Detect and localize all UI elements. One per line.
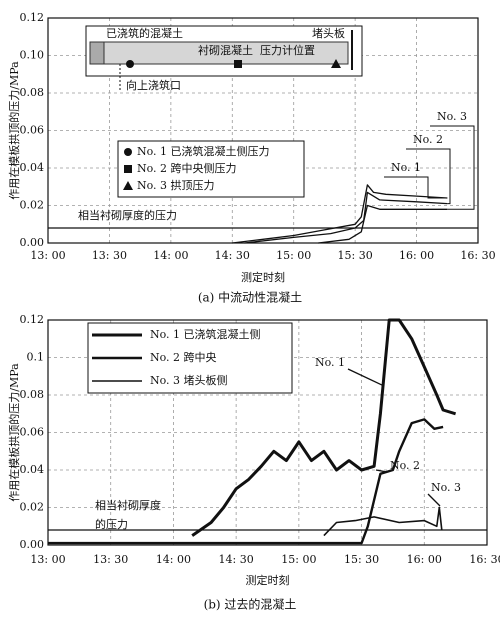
annotation: No. 1 (391, 161, 421, 174)
y-tick-label: 0.04 (20, 463, 45, 476)
x-tick-label: 16: 00 (407, 553, 442, 566)
legend-marker (331, 59, 341, 68)
x-tick-label: 13: 30 (93, 553, 128, 566)
inset-label: 衬砌混凝土 (198, 43, 253, 57)
x-tick-label: 16: 00 (399, 249, 434, 262)
x-tick-label: 13: 00 (30, 553, 65, 566)
inset-label: 压力计位置 (260, 43, 315, 57)
y-axis-title: 作用在模板拱顶的压力/MPa (7, 363, 21, 502)
leader (430, 125, 475, 210)
legend-label: No. 1 已浇筑混凝土侧压力 (137, 144, 270, 158)
x-axis-title: 测定时刻 (241, 270, 285, 284)
annotation: No. 3 (431, 481, 461, 494)
y-axis-title: 作用在模板拱顶的压力/MPa (7, 61, 21, 200)
x-tick-label: 13: 30 (92, 249, 127, 262)
data-line (323, 506, 443, 537)
x-tick-label: 16: 30 (469, 553, 500, 566)
legend-marker (124, 165, 132, 173)
reference-label: 相当衬砌厚度 (95, 498, 161, 512)
inset-hatch (89, 41, 105, 65)
y-tick-label: 0.12 (20, 11, 45, 24)
legend-label: No. 2 跨中央 (150, 351, 217, 364)
legend-marker (126, 60, 134, 68)
y-tick-label: 0.00 (20, 236, 45, 249)
y-tick-label: 0.06 (20, 426, 45, 439)
legend-label: No. 3 拱顶压力 (137, 178, 215, 192)
reference-label: 相当衬砌厚度的压力 (78, 208, 177, 222)
reference-label: 的压力 (95, 517, 128, 531)
x-tick-label: 15: 00 (281, 553, 316, 566)
x-tick-label: 14: 00 (156, 553, 191, 566)
y-tick-label: 0.02 (20, 199, 45, 212)
data-line (232, 184, 448, 244)
x-tick-label: 15: 00 (276, 249, 311, 262)
y-tick-label: 0.1 (27, 351, 45, 364)
caption: (b) 过去的混凝土 (204, 597, 297, 612)
annotation: No. 1 (315, 356, 345, 369)
plot-frame (47, 319, 488, 546)
y-tick-label: 0.06 (20, 124, 45, 137)
inset-label: 已浇筑的混凝土 (106, 26, 183, 40)
legend-label: No. 1 已浇筑混凝土侧 (150, 327, 261, 341)
plot-frame (47, 17, 479, 244)
y-tick-label: 0.00 (20, 538, 45, 551)
leader (347, 368, 385, 387)
y-tick-label: 0.04 (20, 161, 45, 174)
legend-marker (124, 148, 132, 156)
legend-box (117, 140, 305, 198)
leader (375, 469, 388, 473)
y-tick-label: 0.10 (20, 49, 45, 62)
data-line (318, 204, 448, 244)
legend-label: No. 2 跨中央侧压力 (137, 162, 237, 175)
leader (427, 493, 441, 507)
legend-marker (123, 181, 133, 190)
caption: (a) 中流动性混凝土 (198, 290, 302, 305)
x-axis-title: 测定时刻 (246, 573, 290, 587)
leader (384, 176, 448, 199)
annotation: No. 2 (390, 459, 420, 472)
y-tick-label: 0.12 (20, 313, 45, 326)
y-tick-label: 0.08 (20, 388, 45, 401)
data-line (191, 318, 457, 537)
legend-marker (234, 60, 242, 68)
legend-label: No. 3 堵头板侧 (150, 373, 228, 387)
leader (406, 148, 451, 205)
x-tick-label: 15: 30 (338, 249, 373, 262)
data-line (48, 418, 444, 545)
y-tick-label: 0.08 (20, 86, 45, 99)
x-tick-label: 16: 30 (460, 249, 495, 262)
inset-label: 向上浇筑口 (126, 78, 181, 92)
annotation: No. 3 (437, 110, 467, 123)
x-tick-label: 14: 00 (153, 249, 188, 262)
y-tick-label: 0.02 (20, 501, 45, 514)
x-tick-label: 13: 00 (30, 249, 65, 262)
annotation: No. 2 (413, 133, 443, 146)
inset-label: 堵头板 (312, 26, 345, 40)
x-tick-label: 15: 30 (344, 553, 379, 566)
x-tick-label: 14: 30 (215, 249, 250, 262)
x-tick-label: 14: 30 (219, 553, 254, 566)
